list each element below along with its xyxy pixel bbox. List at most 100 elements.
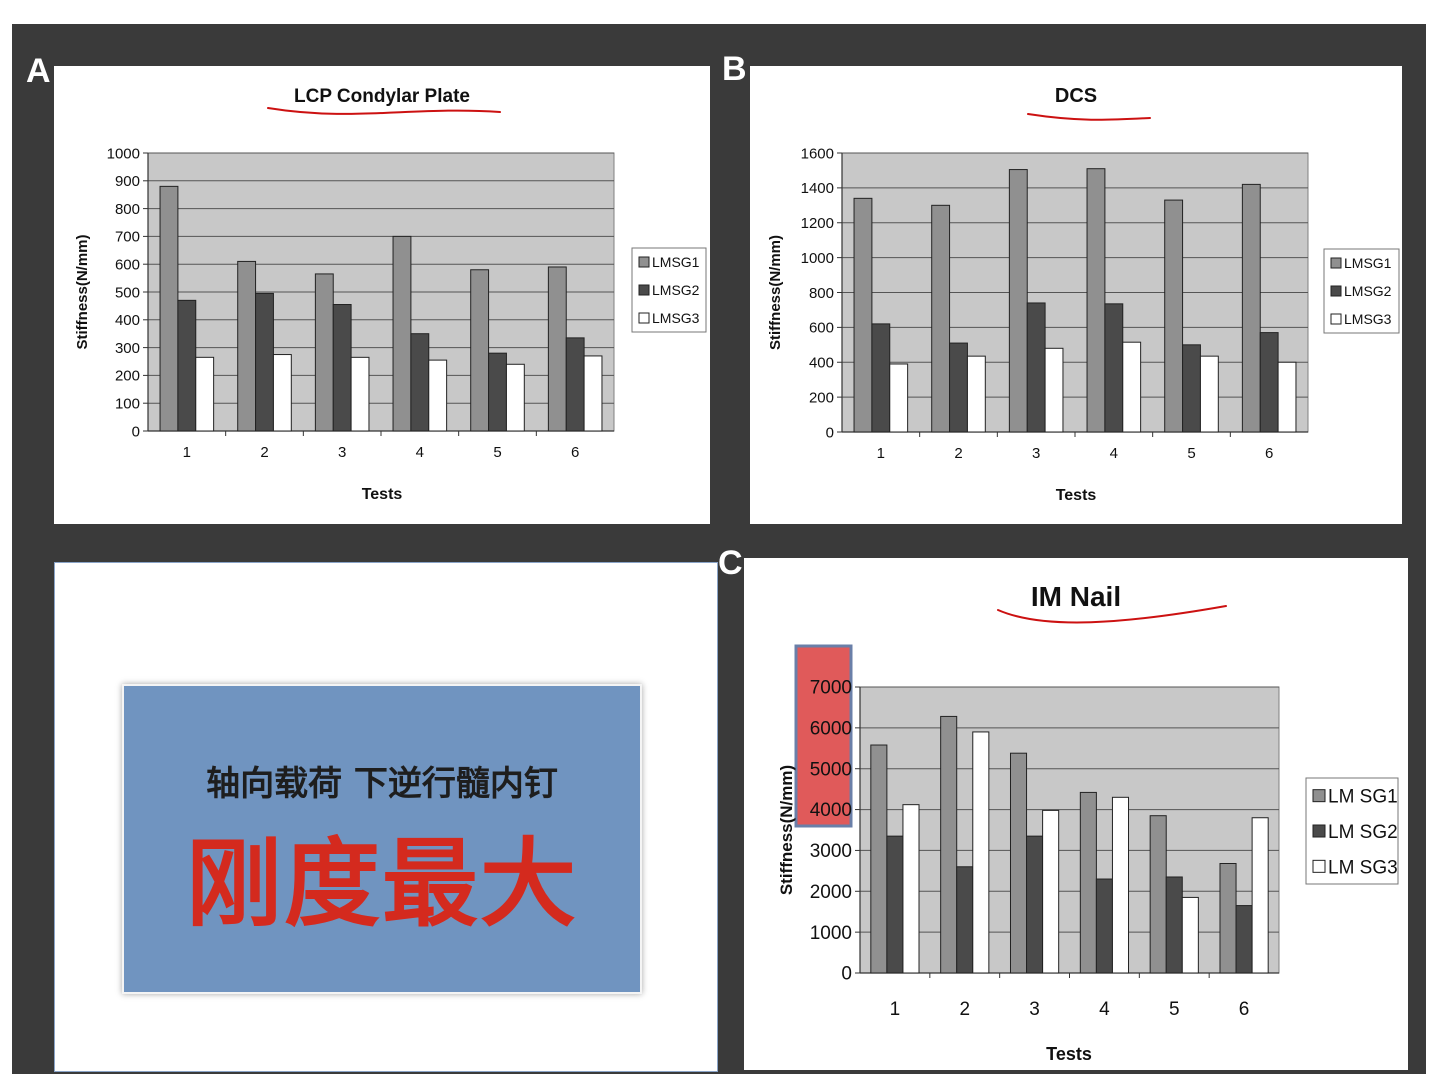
bar-lmsg2	[1104, 303, 1124, 433]
bar-lmsg1	[470, 269, 490, 432]
bar-lmsg1	[392, 235, 412, 432]
bar-lmsg2	[1165, 876, 1183, 974]
title-underline-annotation	[1027, 113, 1151, 121]
bar-lmsg3	[1111, 796, 1130, 974]
y-tick-label: 1600	[801, 145, 834, 162]
bar-lmsg2	[956, 866, 974, 974]
legend: LMSG1 LMSG2 LMSG3	[631, 247, 707, 333]
bar-lmsg1	[870, 744, 888, 974]
x-tick-label: 5	[493, 444, 501, 461]
y-tick-label: 400	[115, 312, 140, 329]
y-tick-label: 200	[115, 368, 140, 385]
y-tick-label: 1000	[107, 145, 140, 162]
bar-lmsg2	[1095, 878, 1113, 974]
bar-lmsg3	[505, 363, 525, 432]
legend-swatch	[1330, 313, 1342, 325]
y-tick-label: 800	[115, 201, 140, 218]
y-tick-label: 1000	[810, 923, 852, 944]
bar-lmsg2	[1235, 905, 1253, 974]
y-tick-label: 700	[115, 229, 140, 246]
legend-swatch	[638, 312, 650, 324]
bar-lmsg2	[886, 835, 904, 974]
bar-lmsg3	[1122, 341, 1142, 433]
y-tick-label: 4000	[810, 800, 852, 821]
x-axis-label: Tests	[1056, 487, 1097, 504]
bar-lmsg1	[1079, 791, 1097, 974]
x-tick-label: 2	[954, 445, 962, 462]
legend: LMSG1 LMSG2 LMSG3	[1323, 248, 1400, 334]
bar-lmsg3	[1251, 817, 1269, 974]
x-tick-label: 4	[416, 444, 424, 461]
x-tick-label: 3	[1032, 445, 1040, 462]
bar-lmsg3	[1181, 896, 1199, 974]
legend-entry: LMSG3	[652, 310, 700, 326]
bar-lmsg1	[931, 204, 951, 433]
x-tick-label: 5	[1169, 999, 1180, 1020]
chart-title: DCS	[1055, 85, 1097, 107]
bar-lmsg2	[949, 342, 968, 433]
bar-lmsg3	[1044, 347, 1064, 433]
x-tick-label: 1	[877, 445, 885, 462]
y-tick-label: 600	[809, 320, 834, 337]
bar-lmsg2	[1259, 332, 1279, 433]
y-tick-label: 200	[809, 389, 834, 406]
y-tick-label: 1000	[801, 250, 834, 267]
callout-headline: 刚度最大	[186, 828, 578, 940]
legend-swatch	[1312, 859, 1326, 873]
legend-entry: LMSG1	[652, 254, 700, 270]
chart-b: 0 200 400 600 800 1000 1200 1400 1600 1 2 3 4 5 6 DCS Te…	[767, 85, 1400, 504]
bar-lmsg2	[565, 337, 585, 432]
title-underline-annotation	[997, 605, 1227, 624]
legend-entry: LM SG2	[1328, 822, 1398, 843]
y-axis-label: Stiffness(N/mm)	[74, 234, 91, 349]
legend-swatch	[1330, 257, 1342, 269]
bar-lmsg3	[1199, 355, 1219, 433]
bar-lmsg3	[1277, 361, 1297, 433]
bar-lmsg3	[350, 356, 370, 432]
legend-entry: LMSG2	[1344, 283, 1392, 299]
bar-lmsg1	[1008, 169, 1028, 433]
bar-lmsg3	[889, 363, 909, 433]
legend-entry: LM SG3	[1328, 857, 1398, 878]
bar-lmsg2	[177, 299, 197, 432]
bar-lmsg1	[237, 260, 257, 432]
conclusion-callout: 轴向载荷 下逆行髓内钉 刚度最大	[122, 684, 642, 994]
y-tick-label: 6000	[810, 719, 852, 740]
y-tick-label: 0	[841, 964, 852, 985]
chart-a: 0 100 200 300 400 500 600 700 800 900 1000 1 2 3 4 5 6 LC…	[74, 86, 707, 503]
bar-lmsg2	[332, 304, 352, 432]
bar-lmsg1	[1241, 183, 1261, 433]
y-tick-label: 2000	[810, 882, 852, 903]
y-tick-label: 300	[115, 340, 140, 357]
y-tick-label: 0	[826, 424, 834, 441]
bar-lmsg3	[272, 354, 292, 432]
chart-title: LCP Condylar Plate	[294, 86, 470, 107]
bar-lmsg1	[314, 273, 334, 432]
y-tick-label: 600	[115, 256, 140, 273]
x-tick-label: 2	[260, 444, 268, 461]
x-tick-label: 3	[1029, 999, 1040, 1020]
chart-title: IM Nail	[1031, 581, 1121, 612]
legend-swatch	[638, 256, 650, 268]
y-axis-label: Stiffness(N/mm)	[767, 235, 784, 350]
x-tick-label: 2	[959, 999, 970, 1020]
x-axis-label: Tests	[1046, 1044, 1092, 1064]
plot-area	[859, 686, 1280, 974]
bar-lmsg3	[428, 359, 448, 432]
bar-lmsg1	[1149, 815, 1167, 974]
panel-label-a: A	[26, 52, 51, 90]
bar-lmsg1	[1164, 199, 1184, 433]
legend-swatch	[1312, 789, 1326, 803]
bar-lmsg3	[902, 804, 920, 974]
legend-entry: LMSG3	[1344, 311, 1392, 327]
y-tick-label: 400	[809, 355, 834, 372]
bar-lmsg1	[1086, 168, 1106, 433]
y-tick-label: 500	[115, 284, 140, 301]
bar-lmsg1	[1009, 752, 1028, 974]
chart-panel-c: 0 1000 2000 3000 4000 5000 6000 7000 1 2 3 4 5 6 IM Na…	[744, 558, 1408, 1070]
x-tick-label: 5	[1187, 445, 1195, 462]
panel-label-c: C	[718, 544, 743, 582]
chart-panel-b: 0 200 400 600 800 1000 1200 1400 1600 1 2 3 4 5 6 DCS Te…	[750, 66, 1402, 524]
bar-lmsg2	[255, 292, 274, 432]
chart-c: 0 1000 2000 3000 4000 5000 6000 7000 1 2 3 4 5 6 IM Na…	[777, 581, 1399, 1064]
